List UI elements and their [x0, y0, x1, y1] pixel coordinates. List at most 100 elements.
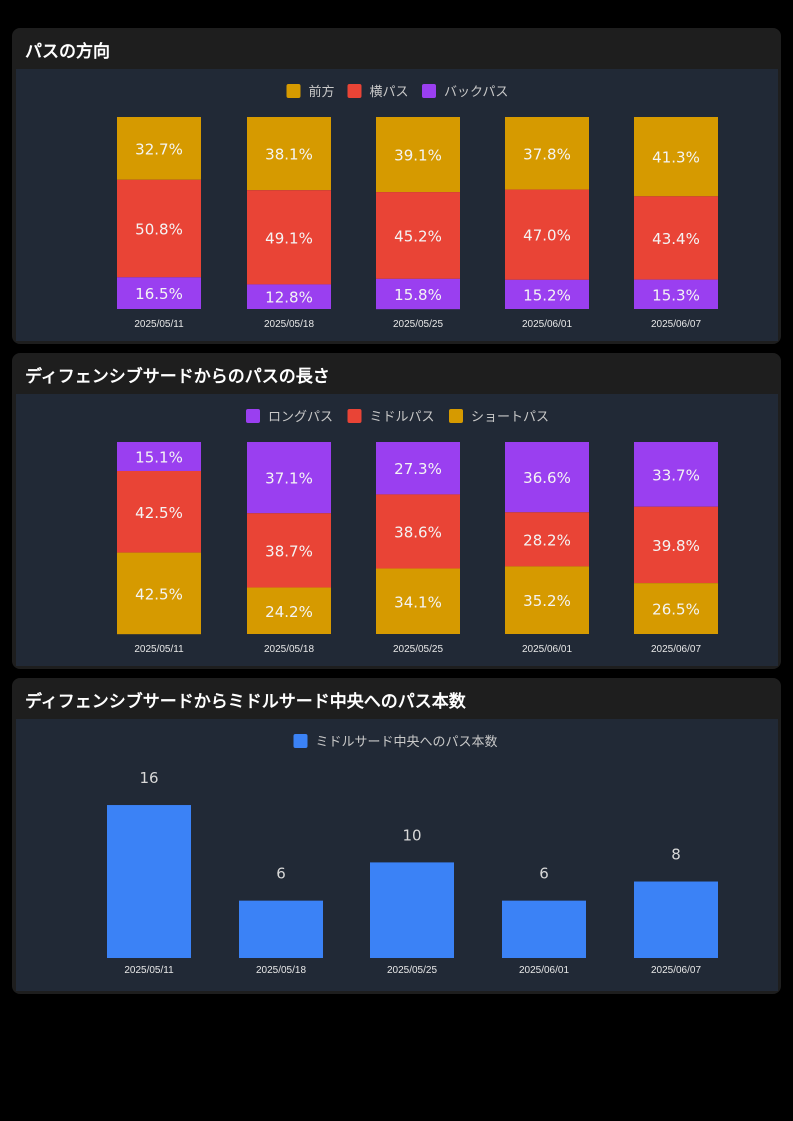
bar — [107, 805, 191, 958]
legend-label: バックパス — [444, 85, 508, 100]
legend-swatch — [246, 409, 260, 423]
bar-segment — [376, 117, 460, 193]
bar-segment — [505, 189, 589, 280]
panel-title: ディフェンシブサードからミドルサード中央へのパス本数 — [25, 692, 466, 712]
data-label: 42.5% — [135, 585, 183, 603]
legend-swatch — [422, 84, 436, 98]
panel-title: パスの方向 — [25, 42, 110, 62]
legend-label: ロングパス — [268, 410, 333, 425]
x-tick-label: 2025/05/11 — [124, 965, 174, 976]
data-label: 45.2% — [394, 227, 442, 245]
data-label: 16 — [139, 769, 158, 787]
data-label: 38.1% — [265, 146, 313, 164]
x-tick-label: 2025/05/18 — [264, 644, 314, 655]
data-label: 15.8% — [394, 286, 442, 304]
bar-segment — [634, 506, 718, 584]
bar-segment — [505, 117, 589, 190]
data-label: 34.1% — [394, 593, 442, 611]
bar-segment — [634, 117, 718, 197]
x-tick-label: 2025/06/07 — [651, 644, 701, 655]
bar-segment — [634, 583, 718, 634]
bar — [634, 881, 718, 958]
data-label: 37.8% — [523, 145, 571, 163]
data-label: 8 — [671, 846, 681, 864]
bar-segment — [247, 442, 331, 514]
data-label: 37.1% — [265, 470, 313, 488]
legend-label: 横パス — [370, 85, 409, 100]
data-label: 47.0% — [523, 227, 571, 245]
chart-pass-count: ミドルサード中央へのパス本数 16 2025/05/11 6 2025/05/18 10 2… — [107, 734, 718, 976]
panel-pass-length: ディフェンシブサードからのパスの長さ ロングパス ミドルパス ショートパス 15.1%… — [12, 353, 781, 669]
data-label: 15.1% — [135, 448, 183, 466]
chart-pass-length: ロングパス ミドルパス ショートパス 15.1% 42.5% 42.5% 2025/05/1… — [117, 409, 718, 655]
legend-swatch — [347, 409, 362, 423]
data-label: 24.2% — [265, 603, 313, 621]
data-label: 28.2% — [523, 531, 571, 549]
x-tick-label: 2025/05/25 — [387, 965, 437, 976]
data-label: 41.3% — [652, 149, 700, 167]
data-label: 15.2% — [523, 286, 571, 304]
chart-pass-direction: 前方 横パス バックパス 32.7% 50.8% 16.5% 2025/05/11 38.1%… — [117, 84, 718, 330]
data-label: 50.8% — [135, 221, 183, 239]
bar-segment — [505, 566, 589, 634]
bar-segment — [247, 190, 331, 285]
data-label: 15.3% — [652, 286, 700, 304]
x-tick-label: 2025/05/25 — [393, 644, 443, 655]
x-tick-label: 2025/05/11 — [134, 644, 184, 655]
x-tick-label: 2025/06/07 — [651, 965, 701, 976]
x-tick-label: 2025/06/01 — [519, 965, 569, 976]
bar-segment — [505, 442, 589, 513]
bar-segment — [247, 117, 331, 191]
x-tick-label: 2025/06/01 — [522, 319, 572, 330]
bar — [370, 862, 454, 958]
bar-segment — [117, 442, 201, 471]
legend-label: ショートパス — [471, 410, 549, 425]
bar-segment — [117, 179, 201, 278]
data-label: 42.5% — [135, 504, 183, 522]
panel-title: ディフェンシブサードからのパスの長さ — [25, 367, 330, 387]
x-tick-label: 2025/06/01 — [522, 644, 572, 655]
bar-segment — [117, 277, 201, 309]
bar — [239, 900, 323, 958]
data-label: 32.7% — [135, 140, 183, 158]
data-label: 49.1% — [265, 229, 313, 247]
x-tick-label: 2025/05/18 — [256, 965, 306, 976]
bar-segment — [117, 552, 201, 635]
data-label: 38.6% — [394, 523, 442, 541]
bar-segment — [117, 470, 201, 553]
legend-swatch — [449, 409, 463, 423]
data-label: 16.5% — [135, 285, 183, 303]
data-label: 36.6% — [523, 469, 571, 487]
data-label: 10 — [402, 826, 421, 844]
bar-segment — [376, 192, 460, 279]
x-tick-label: 2025/05/18 — [264, 319, 314, 330]
data-label: 35.2% — [523, 592, 571, 610]
data-label: 33.7% — [652, 466, 700, 484]
legend-label: ミドルパス — [370, 410, 435, 425]
data-label: 6 — [539, 865, 549, 883]
legend-swatch — [286, 84, 301, 98]
x-tick-label: 2025/05/11 — [134, 319, 184, 330]
legend-swatch — [293, 734, 308, 748]
bar-segment — [376, 494, 460, 569]
data-label: 27.3% — [394, 460, 442, 478]
bar-segment — [634, 279, 718, 309]
data-label: 6 — [276, 865, 286, 883]
legend-label: 前方 — [309, 84, 335, 100]
bar-segment — [505, 512, 589, 567]
data-label: 43.4% — [652, 230, 700, 248]
bar-segment — [247, 513, 331, 588]
data-label: 26.5% — [652, 601, 700, 619]
bar-segment — [505, 279, 589, 309]
bar-segment — [376, 278, 460, 310]
data-label: 38.7% — [265, 542, 313, 560]
x-tick-label: 2025/05/25 — [393, 319, 443, 330]
bar-segment — [376, 442, 460, 495]
bar-segment — [247, 284, 331, 309]
data-label: 12.8% — [265, 289, 313, 307]
legend-label: ミドルサード中央へのパス本数 — [316, 735, 498, 750]
data-label: 39.8% — [652, 537, 700, 555]
panel-pass-count: ディフェンシブサードからミドルサード中央へのパス本数 ミドルサード中央へのパス本… — [12, 678, 781, 994]
x-tick-label: 2025/06/07 — [651, 319, 701, 330]
data-label: 39.1% — [394, 147, 442, 165]
